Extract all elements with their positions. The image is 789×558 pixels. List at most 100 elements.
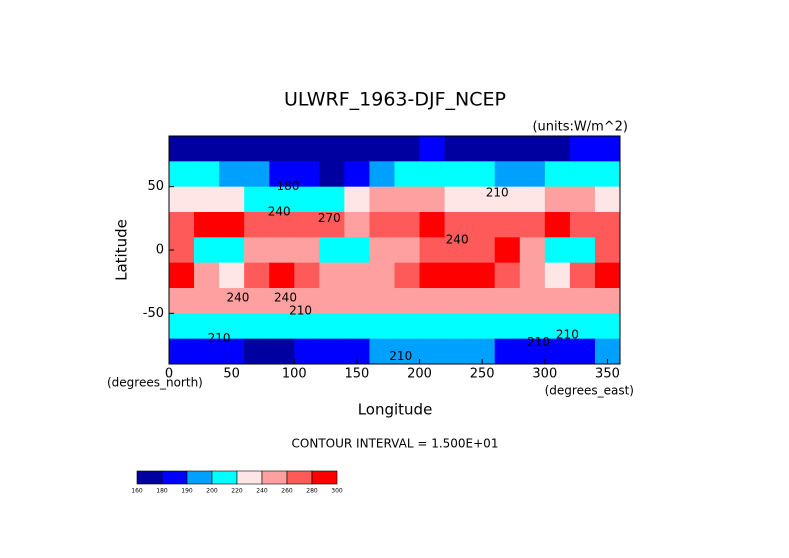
cell	[394, 186, 421, 213]
cell	[194, 237, 220, 264]
cell	[419, 262, 446, 289]
contour-label: 210	[486, 186, 509, 200]
cell	[319, 136, 345, 162]
cell	[569, 237, 596, 264]
cell	[294, 161, 320, 188]
cell	[319, 313, 345, 340]
cell	[269, 338, 295, 365]
y-tick-label: 0	[156, 243, 164, 258]
cell	[594, 313, 621, 340]
cell	[544, 136, 571, 162]
cell	[269, 186, 295, 213]
cell	[344, 288, 370, 314]
contour-label: 240	[226, 291, 249, 305]
colorbar-label: 190	[181, 488, 193, 495]
cell	[219, 212, 245, 238]
cell	[219, 161, 245, 188]
cell	[519, 212, 546, 238]
x-tick-label: 250	[470, 367, 495, 382]
x-tick-label: 300	[532, 367, 557, 382]
cell	[319, 212, 345, 238]
cell	[494, 288, 521, 314]
cell	[344, 212, 370, 238]
cell	[419, 212, 446, 238]
cell	[569, 186, 596, 213]
colorbar-box	[311, 470, 338, 485]
cell	[369, 186, 395, 213]
colorbar-label: 280	[306, 488, 318, 495]
x-tick-label: 350	[595, 367, 620, 382]
cell	[194, 338, 220, 365]
cell	[569, 136, 596, 162]
cell	[344, 237, 370, 264]
y-tick-label: 50	[147, 179, 164, 194]
cell	[444, 313, 471, 340]
cell	[219, 313, 245, 340]
colorbar-box	[161, 470, 188, 485]
cell	[244, 161, 270, 188]
cell	[494, 161, 521, 188]
cell	[444, 338, 471, 365]
cell	[444, 288, 471, 314]
cell	[194, 262, 220, 289]
cell	[594, 262, 621, 289]
cell	[169, 313, 195, 340]
cell	[344, 161, 370, 188]
cell	[394, 237, 421, 264]
cell	[244, 262, 270, 289]
cell	[469, 136, 496, 162]
cell	[544, 313, 571, 340]
cell	[269, 237, 295, 264]
cell	[219, 262, 245, 289]
cell	[244, 237, 270, 264]
cell	[369, 161, 395, 188]
cell	[194, 186, 220, 213]
cell	[519, 288, 546, 314]
cell	[469, 161, 496, 188]
cell	[169, 288, 195, 314]
colorbar-label: 180	[156, 488, 168, 495]
cell	[269, 161, 295, 188]
cell	[519, 313, 546, 340]
cell	[319, 288, 345, 314]
colorbar-box	[236, 470, 263, 485]
cell	[369, 288, 395, 314]
cell	[519, 237, 546, 264]
colorbar-label: 220	[231, 488, 243, 495]
cell	[244, 313, 270, 340]
x-unit: (degrees_east)	[545, 384, 634, 398]
colorbar-label: 200	[206, 488, 218, 495]
cell	[544, 288, 571, 314]
cell	[394, 161, 421, 188]
cell	[544, 262, 571, 289]
cell	[469, 186, 496, 213]
cell	[369, 313, 395, 340]
cell	[469, 212, 496, 238]
x-tick-label: 100	[282, 367, 307, 382]
cell	[394, 288, 421, 314]
cell	[169, 212, 195, 238]
cell	[194, 136, 220, 162]
cell	[419, 288, 446, 314]
cell	[269, 262, 295, 289]
cell	[494, 237, 521, 264]
y-unit: (degrees_north)	[107, 376, 203, 390]
x-tick-label: 0	[165, 367, 173, 382]
colorbar-box	[211, 470, 238, 485]
x-tick-label: 150	[345, 367, 370, 382]
colorbar-label: 300	[331, 488, 343, 495]
cell	[569, 288, 596, 314]
cell	[419, 313, 446, 340]
cell	[194, 313, 220, 340]
cell	[369, 136, 395, 162]
contour-label: 210	[289, 303, 312, 317]
cell	[344, 262, 370, 289]
cell	[219, 136, 245, 162]
cell	[544, 237, 571, 264]
cell	[519, 338, 546, 365]
cell	[169, 161, 195, 188]
cell	[319, 186, 345, 213]
x-axis-label: Longitude	[358, 401, 433, 419]
cell	[319, 237, 345, 264]
